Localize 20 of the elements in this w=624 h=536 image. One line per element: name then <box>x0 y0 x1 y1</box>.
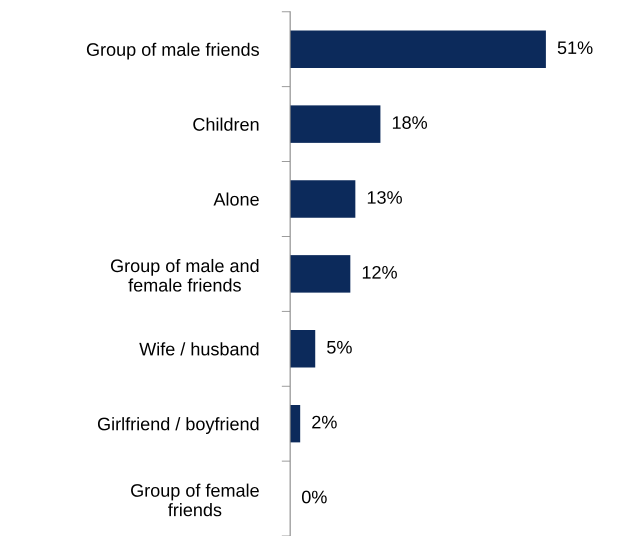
y-tick-label: Group of female friends <box>131 484 259 516</box>
y-tick-label: Group of male and female friends <box>110 258 258 292</box>
y-tick-label: Wife / husband <box>139 342 258 356</box>
data-label: 5% <box>327 340 352 354</box>
y-tick-label: Group of male friends <box>86 42 259 60</box>
bar <box>290 105 380 143</box>
data-label: 0% <box>302 490 327 504</box>
data-label: 18% <box>392 116 428 129</box>
data-label: 51% <box>558 41 593 54</box>
bar <box>290 30 546 68</box>
y-tick-label: Girlfriend / boyfriend <box>98 417 258 434</box>
y-tick-label: Alone <box>213 192 259 206</box>
bar <box>290 180 356 218</box>
bar <box>290 255 350 293</box>
data-label: 12% <box>362 266 397 279</box>
data-label: 13% <box>368 191 402 204</box>
y-tick-label: Children <box>193 118 258 131</box>
bar <box>290 330 316 368</box>
bar <box>290 404 300 442</box>
data-label: 2% <box>312 416 337 428</box>
